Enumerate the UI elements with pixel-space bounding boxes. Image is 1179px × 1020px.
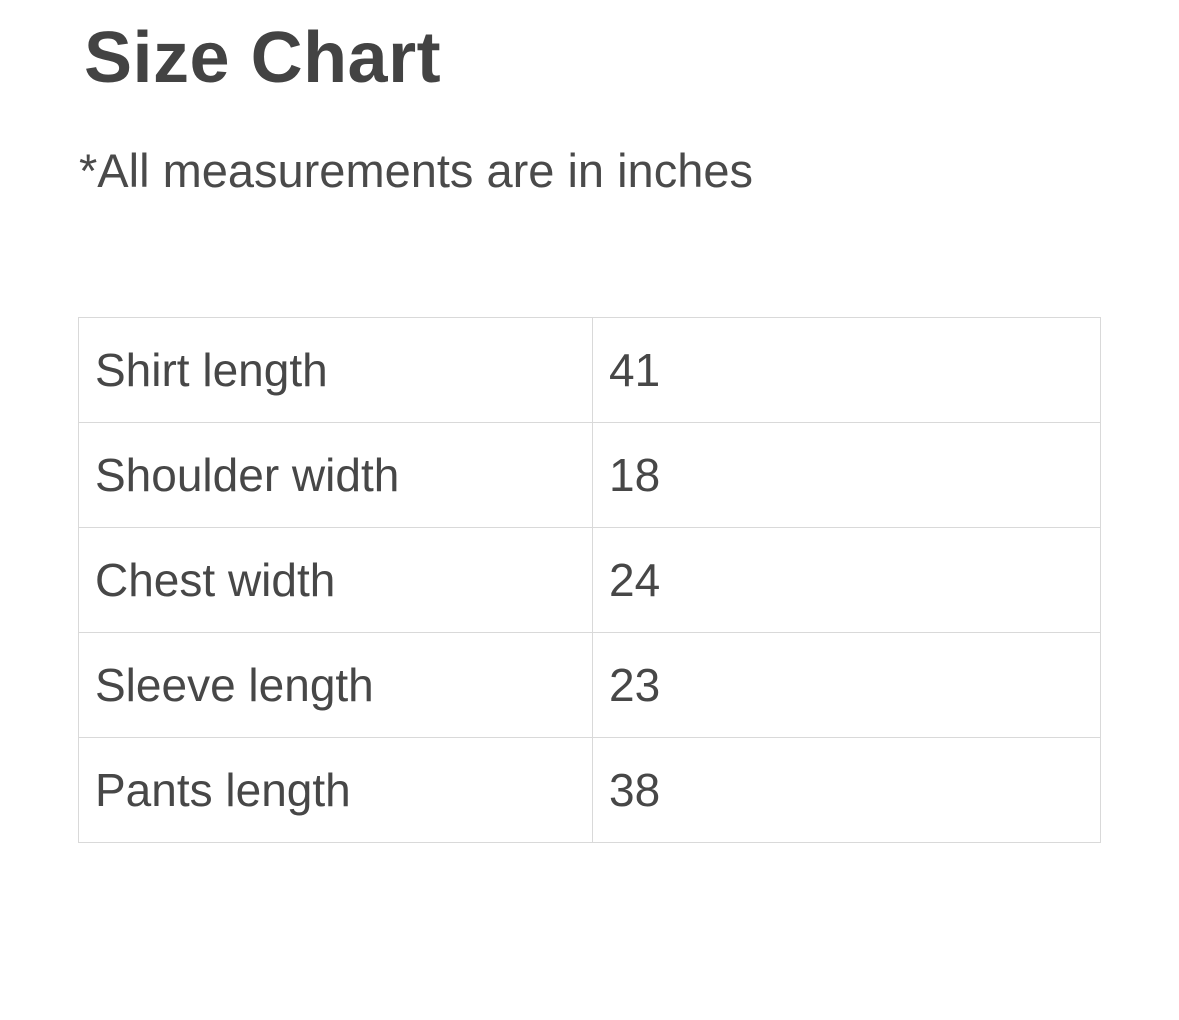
page-title: Size Chart <box>84 18 442 98</box>
measurement-label: Shirt length <box>78 317 593 423</box>
measurement-label: Sleeve length <box>78 632 593 738</box>
table-row: Shoulder width 18 <box>78 422 1101 528</box>
table-row: Pants length 38 <box>78 737 1101 843</box>
table-row: Shirt length 41 <box>78 317 1101 423</box>
measurements-note: *All measurements are in inches <box>79 144 753 197</box>
table-row: Sleeve length 23 <box>78 632 1101 738</box>
measurement-label: Chest width <box>78 527 593 633</box>
measurement-label: Shoulder width <box>78 422 593 528</box>
measurement-value: 41 <box>592 317 1101 423</box>
measurement-value: 38 <box>592 737 1101 843</box>
size-table: Shirt length 41 Shoulder width 18 Chest … <box>78 317 1101 843</box>
measurement-value: 18 <box>592 422 1101 528</box>
measurement-value: 23 <box>592 632 1101 738</box>
table-row: Chest width 24 <box>78 527 1101 633</box>
measurement-label: Pants length <box>78 737 593 843</box>
measurement-value: 24 <box>592 527 1101 633</box>
